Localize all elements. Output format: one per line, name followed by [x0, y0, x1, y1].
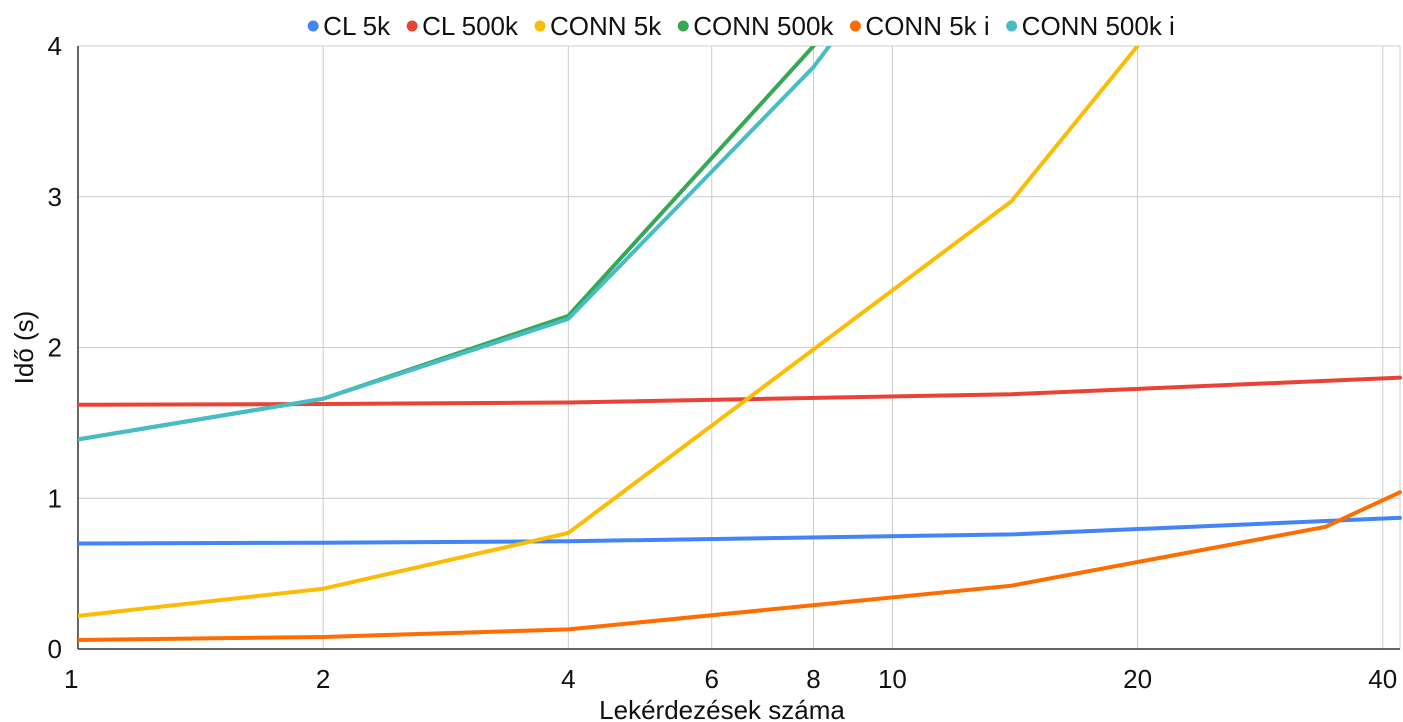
y-tick-label: 3 — [48, 182, 62, 212]
legend-marker-conn-500k-i — [1006, 20, 1018, 32]
x-tick-label: 1 — [64, 664, 78, 694]
legend-marker-cl-500k — [406, 20, 418, 32]
legend-marker-conn-5k — [534, 20, 546, 32]
legend-label-conn-5k-i: CONN 5k i — [865, 11, 989, 41]
series-line-cl-5k — [78, 515, 1402, 546]
series-line-conn-500k-i — [78, 46, 832, 442]
series-line-conn-500k — [78, 46, 816, 442]
legend-label-cl-5k: CL 5k — [323, 11, 391, 41]
x-tick-label: 20 — [1123, 664, 1152, 694]
legend[interactable]: CL 5k CL 500k CONN 5k CONN 500k CONN 5k i CON… — [307, 11, 1175, 41]
x-axis-title: Lekérdezések száma — [599, 695, 845, 722]
legend-label-conn-500k-i: CONN 500k i — [1022, 11, 1175, 41]
series-line-conn-5k — [78, 46, 1140, 618]
grid-lines — [77, 45, 1401, 649]
x-tick-label: 4 — [561, 664, 575, 694]
y-tick-label: 2 — [48, 333, 62, 363]
legend-marker-conn-500k — [677, 20, 689, 32]
x-tick-label: 8 — [806, 664, 820, 694]
legend-marker-conn-5k-i — [849, 20, 861, 32]
legend-label-conn-500k: CONN 500k — [693, 11, 834, 41]
y-tick-label: 4 — [48, 31, 62, 61]
legend-label-cl-500k: CL 500k — [422, 11, 519, 41]
x-tick-label: 2 — [316, 664, 330, 694]
y-axis-title: Idő (s) — [9, 311, 39, 385]
y-tick-label: 0 — [48, 634, 62, 664]
legend-marker-cl-5k — [307, 20, 319, 32]
series-line-cl-500k — [78, 375, 1402, 407]
series-line-conn-5k-i — [78, 490, 1402, 642]
legend-label-conn-5k: CONN 5k — [550, 11, 662, 41]
x-tick-label: 40 — [1368, 664, 1397, 694]
axes — [77, 46, 1400, 650]
x-tick-label: 6 — [705, 664, 719, 694]
x-tick-label: 10 — [878, 664, 907, 694]
series-layer — [78, 46, 1402, 642]
y-tick-label: 1 — [48, 483, 62, 513]
